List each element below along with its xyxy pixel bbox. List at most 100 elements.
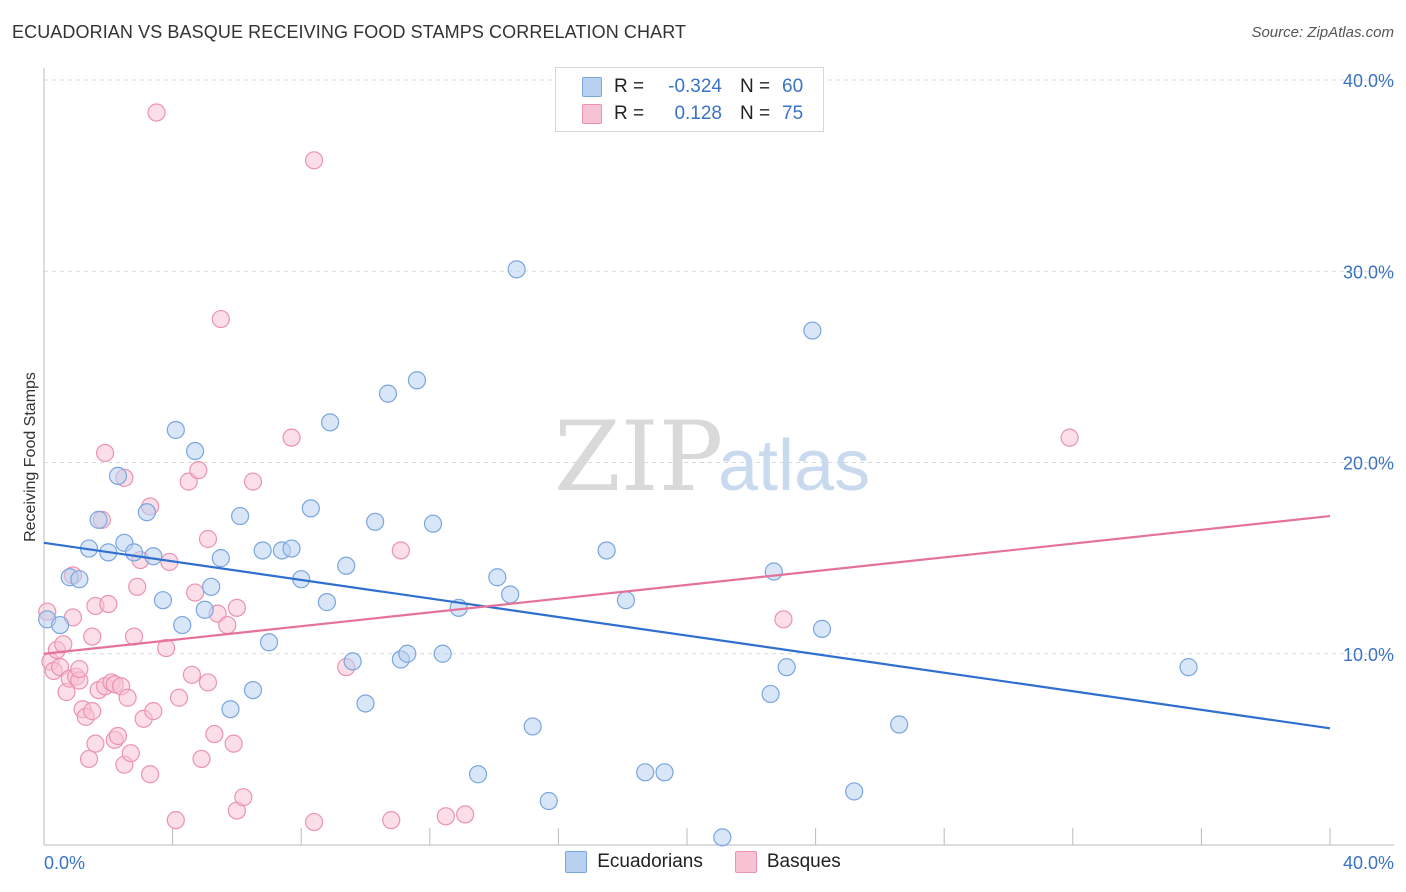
data-point-basques [391,541,410,560]
data-point-ecuadorians [195,600,214,619]
data-point-basques [192,749,211,769]
data-point-basques [83,627,102,646]
y-tick-labels: 10.0% 20.0% 30.0% 40.0% [1343,71,1394,665]
series-legend-basques[interactable]: Basques [734,851,841,873]
data-point-ecuadorians [761,684,780,704]
data-point-ecuadorians [108,466,128,485]
data-point-basques [211,309,230,329]
series-legend-label: Basques [766,851,841,872]
legend-r-value: -0.324 [668,76,722,97]
data-point-basques [304,812,324,832]
data-point-ecuadorians [501,585,520,604]
legend-n-value: 60 [782,76,804,97]
y-tick-label: 10.0% [1343,645,1394,665]
data-point-basques [128,577,147,596]
data-point-basques [147,103,166,122]
x-tick-label-left: 0.0% [44,853,85,873]
x-tick-label-right: 40.0% [1343,853,1394,873]
gridlines [44,79,1394,655]
data-point-basques [140,765,160,784]
series-legend: Ecuadorians Basques [0,851,1406,873]
data-point-ecuadorians [166,420,185,440]
legend-r-label: R = [614,103,645,124]
legend-n-label: N = [740,76,771,97]
data-point-ecuadorians [231,506,250,526]
data-point-basques [86,734,105,753]
data-point-basques [79,749,99,769]
legend-row-ecuadorians: R = -0.324 N = 60 [582,75,803,99]
data-point-basques [198,673,218,692]
data-point-ecuadorians [124,543,144,562]
data-point-ecuadorians [50,615,70,635]
source-label: Source: ZipAtlas.com [1251,24,1394,41]
y-tick-label: 40.0% [1343,71,1394,91]
data-point-ecuadorians [282,539,301,558]
data-point-ecuadorians [616,591,636,610]
data-point-ecuadorians [777,658,796,677]
trend-line-basques [43,514,1331,655]
data-point-ecuadorians [253,541,272,560]
data-point-ecuadorians [845,782,864,801]
data-point-ecuadorians [243,680,263,700]
data-point-ecuadorians [764,562,783,581]
x-tick-labels: 0.0% 40.0% [44,853,1394,873]
data-point-ecuadorians [1179,658,1198,677]
data-point-ecuadorians [433,644,452,663]
data-point-basques [166,811,185,830]
data-point-basques [456,805,475,824]
data-point-ecuadorians [301,499,320,518]
legend-swatch-blue [582,77,602,97]
data-point-ecuadorians [137,503,156,522]
data-point-ecuadorians [636,763,655,782]
data-point-ecuadorians [366,512,385,531]
points-ecuadorians [38,260,1198,847]
data-point-ecuadorians [507,260,526,279]
data-point-basques [436,807,455,826]
series-swatch-blue [565,851,588,873]
legend-row-basques: R = 0.128 N = 75 [582,102,803,126]
chart-title: ECUADORIAN VS BASQUE RECEIVING FOOD STAM… [12,22,687,42]
data-point-basques [774,610,793,629]
data-point-basques [99,594,118,614]
data-point-ecuadorians [523,717,542,736]
data-point-ecuadorians [317,593,337,612]
data-point-ecuadorians [539,791,558,811]
correlation-legend: R = -0.324 N = 60 R = 0.128 N = 75 [555,67,824,132]
data-point-ecuadorians [423,514,443,533]
y-tick-label: 20.0% [1343,454,1394,474]
data-point-ecuadorians [468,765,488,784]
data-point-ecuadorians [186,441,205,461]
series-legend-ecuadorians[interactable]: Ecuadorians [565,851,703,873]
data-point-basques [227,598,246,617]
data-point-basques [108,726,128,746]
data-point-ecuadorians [70,570,89,589]
data-point-ecuadorians [89,510,108,529]
data-point-basques [95,443,115,463]
legend-swatch-pink [582,104,602,124]
trend-line-ecuadorians [43,541,1331,730]
points-basques [38,103,1079,832]
data-point-ecuadorians [144,547,163,566]
data-point-basques [144,702,163,721]
data-point-ecuadorians [890,715,909,734]
data-point-ecuadorians [655,763,674,782]
data-point-basques [83,702,102,721]
data-point-ecuadorians [488,568,507,587]
legend-n-value: 75 [782,103,804,124]
y-tick-label: 30.0% [1343,262,1394,282]
legend-r-label: R = [614,76,645,97]
data-point-ecuadorians [356,694,375,713]
legend-n-label: N = [740,103,771,124]
data-point-ecuadorians [202,577,221,596]
data-point-ecuadorians [812,619,832,638]
data-point-basques [1060,428,1079,447]
data-point-ecuadorians [343,652,362,671]
data-point-basques [121,744,140,763]
data-point-basques [205,724,224,744]
data-point-ecuadorians [153,591,173,610]
data-point-basques [282,428,301,447]
series-swatch-pink [734,851,757,873]
watermark-atlas: atlas [718,426,870,506]
data-point-basques [243,472,263,491]
